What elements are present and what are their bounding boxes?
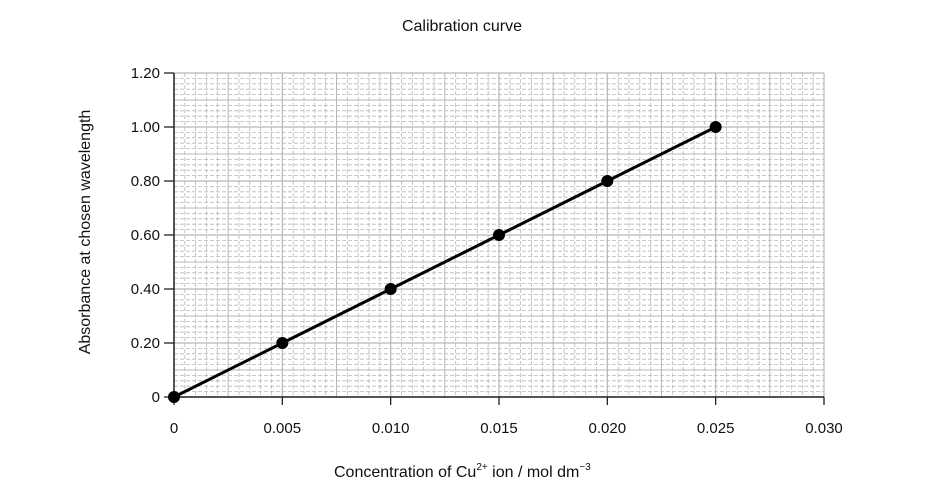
grid [173, 72, 825, 398]
data-point [493, 229, 505, 241]
data-point [276, 337, 289, 349]
x-tick-label: 0.005 [264, 420, 302, 437]
data-point [601, 175, 614, 187]
chart-title: Calibration curve [402, 18, 522, 35]
x-tick-label: 0.020 [589, 420, 627, 437]
x-tick-label: 0 [170, 420, 178, 437]
y-tick-label: 0.80 [131, 173, 160, 190]
series-line [173, 125, 717, 399]
y-tick-label: 0.60 [131, 227, 160, 244]
y-tick-label: 0 [152, 389, 160, 406]
y-tick-label: 0.20 [131, 335, 160, 352]
x-label-sup2: −3 [579, 462, 591, 473]
x-label-prefix: Concentration of Cu [334, 464, 476, 481]
x-tick-label: 0.010 [372, 420, 410, 437]
y-tick-label: 0.40 [131, 281, 160, 298]
x-tick-label: 0.030 [805, 420, 843, 437]
x-label-sup1: 2+ [476, 462, 488, 473]
y-tick-label: 1.20 [131, 65, 160, 82]
data-point [168, 391, 180, 403]
series [168, 121, 722, 403]
x-tick-label: 0.015 [480, 420, 518, 437]
y-axis-label: Absorbance at chosen wavelength [77, 110, 94, 355]
y-tick-label: 1.00 [131, 119, 160, 136]
x-label-mid: ion / mol dm [488, 464, 580, 481]
data-point [709, 121, 722, 133]
x-tick-label: 0.025 [697, 420, 735, 437]
x-axis-label: Concentration of Cu2+ ion / mol dm−3 [334, 462, 591, 481]
data-point [384, 283, 397, 295]
ticks: 0 0.005 0.010 0.015 0.020 0.025 0.030 0 0.20 0.40… [131, 65, 843, 437]
